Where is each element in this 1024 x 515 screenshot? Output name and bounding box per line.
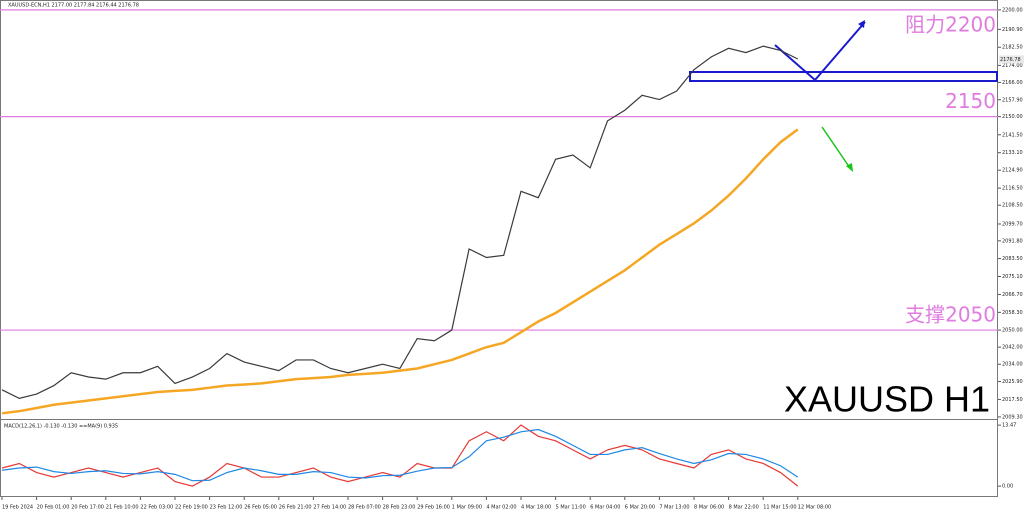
price-tag (999, 55, 1024, 64)
y-tick-label: 2025.90 (1002, 379, 1023, 385)
y-tick-label: 2108.50 (1002, 203, 1023, 209)
x-tick-label: 11 Mar 15:00 (763, 505, 796, 511)
arrow-head (858, 20, 865, 28)
x-tick-label: 26 Feb 05:00 (244, 505, 277, 511)
y-tick-label: 2116.50 (1002, 186, 1023, 192)
y-tick-label: 2075.10 (1002, 274, 1023, 280)
x-tick-label: 28 Feb 07:00 (348, 505, 381, 511)
x-tick-label: 7 Mar 13:00 (659, 505, 689, 511)
x-tick-label: 1 Mar 09:00 (452, 505, 482, 511)
y-tick-label: 2042.00 (1002, 345, 1023, 351)
y-tick-label: 2066.70 (1002, 292, 1023, 298)
price-label: 2176.78 (1000, 57, 1021, 63)
y-tick-label: 2124.90 (1002, 168, 1023, 174)
series-line (1, 428, 799, 482)
x-tick-label: 8 Mar 22:00 (729, 505, 759, 511)
y-tick-label: 2182.50 (1002, 45, 1023, 51)
x-tick-label: 28 Feb 23:00 (383, 505, 416, 511)
y-tick-label: 2150.00 (1002, 114, 1023, 120)
y-tick-label: 2050.00 (1002, 328, 1023, 334)
x-tick-label: 29 Feb 16:00 (417, 505, 450, 511)
x-tick-label: 19 Feb 2024 (2, 505, 33, 511)
y-tick-label: 2157.90 (1002, 97, 1023, 103)
x-tick-label: 23 Feb 12:00 (210, 505, 243, 511)
y-tick-label: 13.47 (1002, 423, 1016, 429)
arrow-head (846, 163, 853, 172)
symbol-annotation: XAUUSD H1 (784, 379, 990, 420)
level-label: 阻力2200 (905, 12, 996, 36)
x-tick-label: 8 Mar 06:00 (694, 505, 724, 511)
y-tick-label: 2190.90 (1002, 27, 1023, 33)
chart-title: XAUUSD-ECN,H1 2177.00 2177.84 2176.44 21… (8, 3, 139, 9)
x-tick-label: 22 Feb 19:00 (175, 505, 208, 511)
green-arrow (821, 126, 851, 169)
x-tick-label: 12 Mar 08:00 (798, 505, 831, 511)
y-tick-label: 2166.00 (1002, 80, 1023, 86)
x-tick-label: 27 Feb 14:00 (313, 505, 346, 511)
series-line (1, 128, 799, 415)
macd-title: MACD(12,26,1) -0.130 -0.130 ==MA(9) 0.93… (4, 424, 118, 430)
level-label: 2150 (945, 89, 996, 113)
x-tick-label: 5 Mar 11:00 (556, 505, 586, 511)
y-tick-label: 2017.50 (1002, 397, 1023, 403)
y-tick-label: 2034.00 (1002, 362, 1023, 368)
x-tick-label: 22 Feb 03:00 (140, 505, 173, 511)
y-tick-label: 2200.00 (1002, 7, 1023, 13)
y-tick-label: 2091.80 (1002, 238, 1023, 244)
blue-arrow (774, 21, 866, 82)
y-tick-label: 0.00 (1002, 484, 1013, 490)
y-tick-label: 2141.50 (1002, 132, 1023, 138)
x-tick-label: 6 Mar 04:00 (590, 505, 620, 511)
y-tick-label: 2174.00 (1002, 63, 1023, 69)
level-label: 支撑2050 (905, 303, 996, 327)
y-tick-label: 2133.10 (1002, 150, 1023, 156)
x-tick-label: 4 Mar 02:00 (486, 505, 516, 511)
x-tick-label: 20 Feb 01:00 (37, 505, 70, 511)
x-tick-label: 4 Mar 18:00 (521, 505, 551, 511)
frame (0, 0, 998, 497)
x-tick-label: 20 Feb 17:00 (71, 505, 104, 511)
x-tick-label: 6 Mar 20:00 (625, 505, 655, 511)
zone-box (689, 71, 998, 82)
y-tick-label: 2083.50 (1002, 256, 1023, 262)
y-tick-label: 2009.30 (1002, 414, 1023, 420)
y-tick-label: 2099.70 (1002, 221, 1023, 227)
series-line (1, 45, 799, 399)
y-tick-label: 2058.30 (1002, 310, 1023, 316)
x-tick-label: 21 Feb 10:00 (106, 505, 139, 511)
x-tick-label: 26 Feb 21:00 (279, 505, 312, 511)
